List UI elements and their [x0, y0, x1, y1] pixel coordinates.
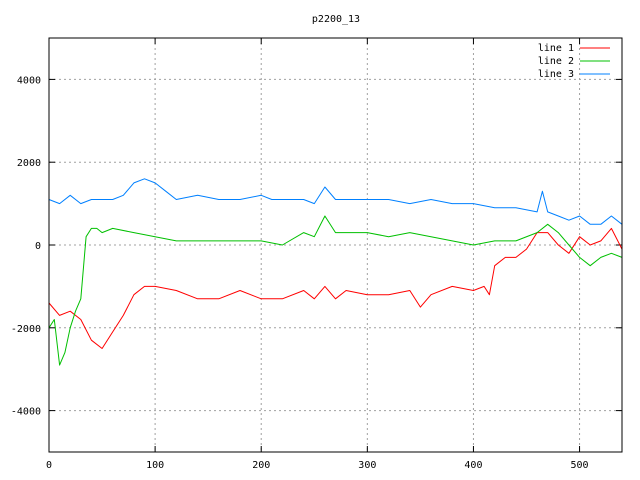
y-tick-label: -4000	[11, 407, 41, 418]
x-tick-label: 200	[252, 460, 270, 471]
x-tick-label: 400	[464, 460, 482, 471]
y-tick-label: -2000	[11, 324, 41, 335]
x-tick-label: 500	[571, 460, 589, 471]
x-axis: 0 100 200 300 400 500	[46, 38, 589, 471]
y-tick-label: 0	[35, 241, 41, 252]
series-line-1	[48, 227, 623, 349]
series-line-2	[48, 215, 623, 366]
chart-title: p2200_13	[312, 14, 360, 25]
y-tick-label: 4000	[17, 75, 41, 86]
legend: line 1 line 2 line 3	[538, 43, 610, 80]
y-axis: -4000 -2000 0 2000 4000	[11, 75, 622, 418]
legend-label: line 2	[538, 56, 574, 67]
x-tick-label: 100	[146, 460, 164, 471]
y-tick-label: 2000	[17, 158, 41, 169]
legend-label: line 3	[538, 69, 574, 80]
x-tick-label: 300	[358, 460, 376, 471]
plot-frame	[48, 37, 623, 453]
grid-lines	[49, 38, 622, 452]
legend-label: line 1	[538, 43, 574, 54]
x-tick-label: 0	[46, 460, 52, 471]
series-layer	[48, 178, 623, 366]
series-line-3	[48, 178, 623, 225]
